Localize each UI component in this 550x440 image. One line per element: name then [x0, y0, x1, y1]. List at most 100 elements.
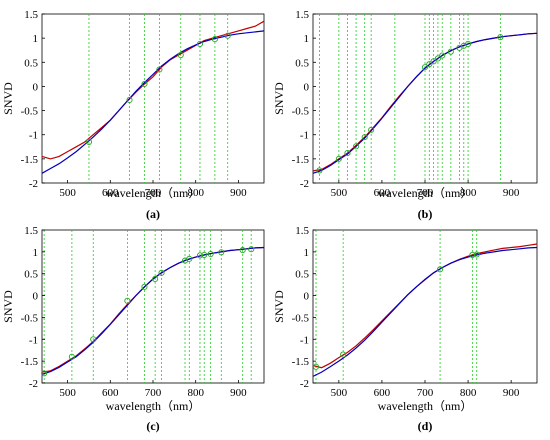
selected-point-marker — [207, 250, 214, 258]
x-axis-label: wavelength（nm） — [106, 399, 201, 413]
selected-point-marker — [361, 134, 368, 141]
y-tick-label: 1.5 — [295, 9, 309, 21]
selected-point-marker — [196, 40, 204, 47]
spectrum-line — [41, 246, 265, 375]
selected-point-marker — [186, 255, 193, 262]
y-tick-label: -1 — [300, 130, 309, 142]
selected-point-marker — [340, 351, 347, 358]
panel-b: 500 600 700 800 900 -2 -1.5 -1 -0.5 0 0.5 1 1.5 wavel… — [272, 9, 538, 221]
x-axis-label: wavelength（nm） — [106, 186, 201, 200]
x-tick-label: 800 — [460, 387, 477, 399]
panel-label: (c) — [146, 419, 159, 433]
x-axis-label: wavelength（nm） — [378, 186, 473, 200]
x-tick-label: 700 — [145, 387, 162, 399]
y-tick-label: 0 — [33, 81, 39, 93]
plot-frame — [41, 229, 265, 384]
selected-point-marker — [90, 336, 97, 343]
selected-point-marker — [211, 36, 218, 43]
x-tick-label: 700 — [145, 187, 162, 199]
selected-point-marker — [201, 251, 208, 258]
y-tick-label: 1 — [304, 247, 310, 259]
y-tick-label: -1 — [29, 334, 38, 346]
selected-point-marker — [473, 251, 480, 258]
y-tick-label: 0 — [33, 291, 39, 303]
y-tick-label: -2 — [300, 178, 309, 190]
x-tick-label: 600 — [102, 387, 119, 399]
y-tick-label: 0 — [304, 291, 310, 303]
selected-point-marker — [196, 252, 204, 259]
y-tick-label: -1.5 — [21, 356, 39, 368]
selected-point-marker — [158, 269, 165, 276]
y-axis-label: SNVD — [272, 82, 286, 115]
selected-point-marker — [41, 370, 48, 377]
y-tick-label: 1.5 — [295, 225, 309, 237]
selected-point-marker — [469, 251, 476, 258]
spectrum-line — [41, 246, 265, 373]
y-tick-label: -2 — [300, 378, 309, 390]
y-tick-label: 0 — [304, 81, 310, 93]
x-tick-label: 900 — [230, 187, 247, 199]
selected-point-marker — [224, 32, 231, 39]
y-tick-label: -1.5 — [21, 154, 39, 166]
y-tick-label: 1.5 — [24, 225, 38, 237]
x-tick-label: 600 — [374, 387, 391, 399]
selected-point-marker — [312, 363, 320, 370]
selected-point-marker — [430, 58, 437, 65]
plot-frame — [312, 229, 538, 384]
y-tick-label: 0.5 — [295, 57, 309, 69]
x-tick-label: 900 — [503, 387, 520, 399]
selected-point-marker — [152, 275, 159, 283]
x-tick-label: 700 — [417, 387, 434, 399]
y-tick-label: 0.5 — [24, 57, 38, 69]
x-tick-label: 800 — [187, 187, 204, 199]
spectrum-line — [312, 246, 538, 377]
spectrum-line — [41, 30, 265, 174]
x-tick-label: 800 — [460, 187, 477, 199]
y-tick-label: -2 — [29, 378, 38, 390]
y-axis-label: SNVD — [1, 290, 15, 323]
y-axis-label: SNVD — [1, 82, 15, 115]
panel-label: (d) — [418, 419, 433, 433]
x-tick-label: 700 — [417, 187, 434, 199]
selected-point-marker — [85, 138, 93, 146]
panel-label: (a) — [146, 207, 160, 221]
x-tick-label: 500 — [59, 187, 76, 199]
y-tick-label: 0.5 — [295, 269, 309, 281]
selected-point-marker — [68, 353, 75, 360]
selected-point-marker — [344, 150, 351, 157]
y-tick-label: -2 — [29, 178, 38, 190]
x-tick-label: 600 — [374, 187, 391, 199]
x-tick-label: 900 — [230, 387, 247, 399]
selected-point-marker — [434, 55, 441, 62]
selected-point-marker — [421, 64, 429, 71]
selected-point-marker — [141, 283, 148, 290]
panel-a: 500 600 700 800 900 -2 -1.5 -1 -0.5 0 0.5 1 1.5 wavel… — [1, 9, 265, 221]
panel-d: 500 600 700 800 900 -2 -1.5 -1 -0.5 0 0.5 1 1.5 wavel… — [272, 225, 538, 433]
y-tick-label: -0.5 — [21, 106, 39, 118]
selected-point-marker — [124, 297, 131, 304]
y-tick-label: 1.5 — [24, 9, 38, 21]
spectrum-line — [312, 243, 538, 369]
y-axis-label: SNVD — [272, 290, 286, 323]
y-tick-label: 1 — [33, 247, 39, 259]
x-tick-label: 600 — [102, 187, 119, 199]
y-tick-label: -0.5 — [21, 312, 39, 324]
selected-point-marker — [126, 96, 133, 103]
x-tick-label: 900 — [503, 187, 520, 199]
x-tick-label: 800 — [187, 387, 204, 399]
y-tick-label: -0.5 — [292, 312, 310, 324]
selected-point-marker — [497, 34, 504, 41]
selected-point-marker — [248, 246, 255, 253]
selected-point-marker — [353, 143, 360, 150]
y-tick-label: 0.5 — [24, 269, 38, 281]
selected-point-marker — [239, 247, 246, 254]
selected-point-marker — [335, 155, 342, 162]
selected-point-marker — [316, 167, 323, 174]
spectrum-line — [41, 20, 265, 160]
selected-point-marker — [141, 80, 148, 88]
y-tick-label: -1.5 — [292, 356, 310, 368]
panel-c: 500 600 700 800 900 -2 -1.5 -1 -0.5 0 0.5 1 1.5 wavel… — [1, 225, 265, 433]
x-axis-label: wavelength（nm） — [378, 399, 473, 413]
panel-label: (b) — [418, 207, 433, 221]
